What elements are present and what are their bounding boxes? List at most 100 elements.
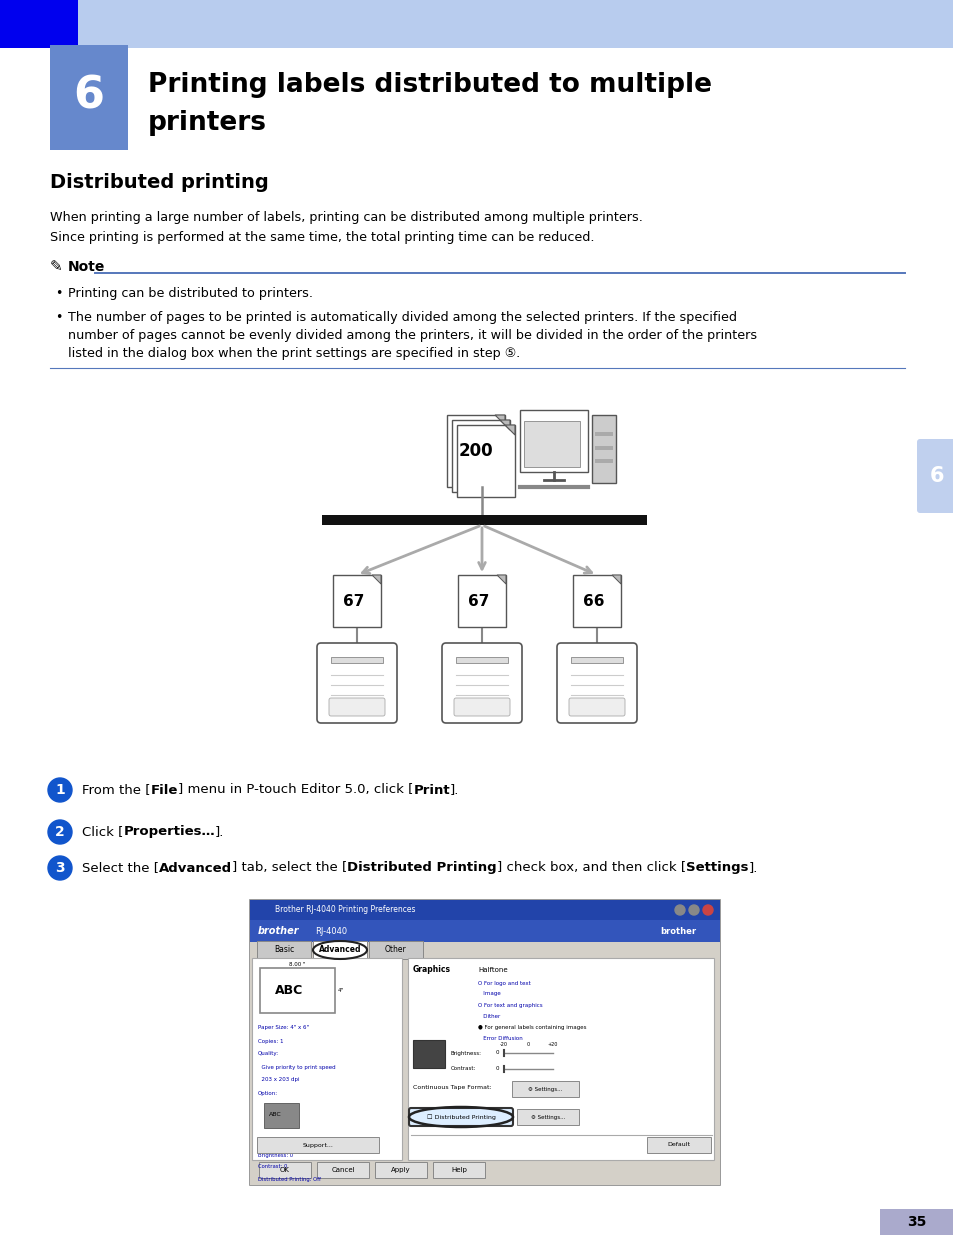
Bar <box>573 576 620 627</box>
FancyBboxPatch shape <box>409 1108 513 1126</box>
Text: Select the [: Select the [ <box>82 862 159 874</box>
Text: Help: Help <box>451 1167 466 1173</box>
Text: The number of pages to be printed is automatically divided among the selected pr: The number of pages to be printed is aut… <box>68 311 737 325</box>
Text: 6: 6 <box>73 74 105 117</box>
Bar <box>333 576 380 627</box>
Text: •: • <box>55 311 62 325</box>
Text: ABC: ABC <box>269 1113 281 1118</box>
Text: OK: OK <box>280 1167 290 1173</box>
Text: Printing can be distributed to printers.: Printing can be distributed to printers. <box>68 287 313 300</box>
Bar <box>260 968 335 1013</box>
Text: 8.00 ": 8.00 " <box>289 962 305 967</box>
Bar <box>250 900 720 1186</box>
Polygon shape <box>495 415 504 425</box>
Bar <box>250 920 720 1186</box>
Bar <box>0 0 78 48</box>
Bar <box>50 44 128 149</box>
Circle shape <box>702 905 712 915</box>
FancyBboxPatch shape <box>316 643 396 722</box>
Text: Distributed Printing: Distributed Printing <box>347 862 497 874</box>
Text: ● For general labels containing images: ● For general labels containing images <box>477 1025 586 1030</box>
Text: Copies: 1: Copies: 1 <box>257 1039 283 1044</box>
Bar <box>879 1209 953 1235</box>
Text: printers: printers <box>148 110 267 136</box>
Bar <box>519 410 587 472</box>
Text: 200: 200 <box>458 442 493 459</box>
Bar <box>571 657 622 663</box>
Circle shape <box>48 778 71 802</box>
FancyArrowPatch shape <box>478 527 485 569</box>
Bar <box>250 900 720 920</box>
Text: Quality:: Quality: <box>257 1051 279 1056</box>
Text: 67: 67 <box>343 594 364 609</box>
Bar <box>629 920 718 942</box>
Polygon shape <box>504 425 515 435</box>
Text: O For text and graphics: O For text and graphics <box>477 1003 542 1008</box>
Text: 66: 66 <box>582 594 604 609</box>
Bar <box>264 1103 298 1128</box>
Text: ] check box, and then click [: ] check box, and then click [ <box>497 862 685 874</box>
Text: Continuous Tape Format:: Continuous Tape Format: <box>413 1086 491 1091</box>
Text: File: File <box>151 783 177 797</box>
Text: When printing a large number of labels, printing can be distributed among multip: When printing a large number of labels, … <box>50 211 642 225</box>
FancyBboxPatch shape <box>557 643 637 722</box>
Text: Print: Print <box>413 783 450 797</box>
Polygon shape <box>372 576 380 584</box>
Text: -20: -20 <box>499 1041 507 1046</box>
Text: ].: ]. <box>214 825 224 839</box>
FancyBboxPatch shape <box>441 643 521 722</box>
Text: Distributed printing: Distributed printing <box>50 173 269 193</box>
Text: Halftone: Error Diffusion: Halftone: Error Diffusion <box>257 1140 321 1146</box>
Text: Basic: Basic <box>274 946 294 955</box>
Text: ABC: ABC <box>275 984 303 997</box>
Bar <box>413 1040 444 1068</box>
Bar <box>595 459 613 463</box>
Text: 0: 0 <box>496 1051 499 1056</box>
Text: brother: brother <box>257 926 299 936</box>
Text: RJ-4040: RJ-4040 <box>314 926 347 935</box>
Text: ].: ]. <box>450 783 458 797</box>
Bar <box>322 515 646 525</box>
Circle shape <box>688 905 699 915</box>
Text: ].: ]. <box>748 862 758 874</box>
Bar <box>456 657 507 663</box>
Text: Brother RJ-4040 Printing Preferences: Brother RJ-4040 Printing Preferences <box>274 905 416 914</box>
Text: Dither: Dither <box>477 1014 499 1019</box>
Text: From the [: From the [ <box>82 783 151 797</box>
Bar <box>523 421 579 467</box>
Bar <box>408 958 713 1160</box>
Circle shape <box>48 820 71 844</box>
Text: 2: 2 <box>55 825 65 839</box>
Text: 4": 4" <box>337 988 344 993</box>
Text: number of pages cannot be evenly divided among the printers, it will be divided : number of pages cannot be evenly divided… <box>68 330 757 342</box>
Text: Error Diffusion: Error Diffusion <box>477 1035 522 1041</box>
Text: 0: 0 <box>526 1041 529 1046</box>
Text: Contrast: 0: Contrast: 0 <box>257 1165 287 1170</box>
FancyBboxPatch shape <box>258 1162 311 1178</box>
Text: ] menu in P-touch Editor 5.0, click [: ] menu in P-touch Editor 5.0, click [ <box>177 783 413 797</box>
FancyBboxPatch shape <box>517 1109 578 1125</box>
Text: Advanced: Advanced <box>318 946 361 955</box>
FancyBboxPatch shape <box>256 1137 378 1153</box>
Text: Contrast:: Contrast: <box>451 1067 476 1072</box>
FancyBboxPatch shape <box>313 941 367 960</box>
Text: Give priority to print speed: Give priority to print speed <box>257 1065 335 1070</box>
Text: 1: 1 <box>55 783 65 797</box>
Bar <box>595 432 613 436</box>
Text: Other: Other <box>385 946 406 955</box>
Text: Advanced: Advanced <box>159 862 232 874</box>
Text: Halftone: Halftone <box>477 967 507 973</box>
Text: Default: Default <box>667 1142 690 1147</box>
Text: Cancel: Cancel <box>331 1167 355 1173</box>
Text: O For logo and text: O For logo and text <box>477 981 530 986</box>
FancyArrowPatch shape <box>484 526 591 573</box>
Text: Printing labels distributed to multiple: Printing labels distributed to multiple <box>148 72 711 98</box>
Text: Brightness: 0: Brightness: 0 <box>257 1152 293 1157</box>
Text: 3: 3 <box>55 861 65 876</box>
FancyArrowPatch shape <box>362 526 479 573</box>
Bar <box>456 425 515 496</box>
Polygon shape <box>497 576 505 584</box>
Text: brother: brother <box>659 926 696 935</box>
FancyBboxPatch shape <box>369 941 422 960</box>
Text: Note: Note <box>68 261 105 274</box>
